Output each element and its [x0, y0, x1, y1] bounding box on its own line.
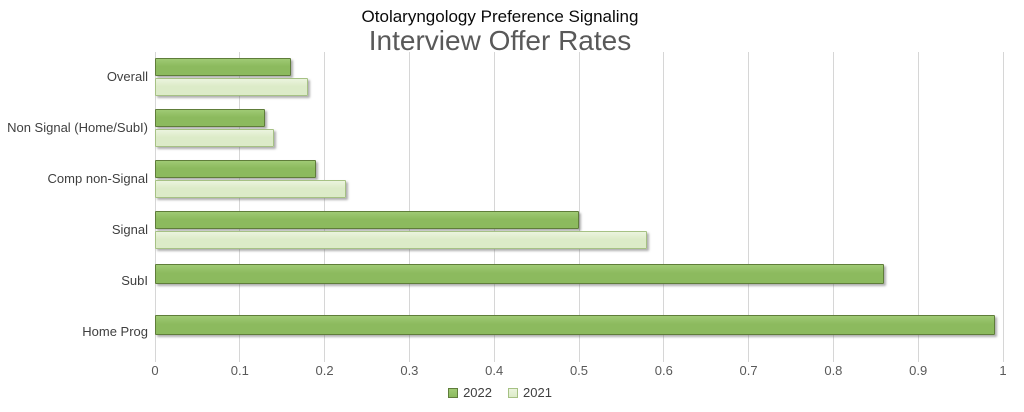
x-tick-label: 0.6: [654, 363, 673, 378]
bar-2022-comp-non-signal: [155, 160, 317, 179]
chart-subtitle: Interview Offer Rates: [368, 25, 632, 56]
gridline-0.3: [408, 52, 410, 362]
x-tick-label: 0.7: [739, 363, 758, 378]
gridline-0.6: [663, 52, 665, 362]
category-label: Signal: [111, 221, 148, 237]
legend-item-2021: 2021: [508, 385, 552, 400]
category-label: Non Signal (Home/SubI): [7, 120, 148, 136]
legend-marker-2022: [448, 387, 459, 398]
legend-marker-2021: [508, 387, 518, 398]
x-tick-label: 0.8: [824, 363, 843, 378]
bar-2021-non-signal-home-subi-: [155, 129, 274, 148]
bar-2021-signal: [155, 230, 647, 249]
gridline-0.9: [917, 52, 919, 362]
bar-2022-subi: [155, 264, 885, 285]
bar-2022-non-signal-home-subi-: [155, 109, 266, 128]
x-tick-label: 0.1: [230, 363, 249, 378]
bar-2022-home-prog: [155, 315, 995, 336]
bar-2022-signal: [155, 210, 579, 229]
gridline-0.1: [239, 52, 241, 362]
gridline-0.7: [748, 52, 750, 362]
gridline-0.5: [578, 52, 580, 362]
gridline-0.2: [324, 52, 326, 362]
category-label: Comp non-Signal: [47, 171, 148, 187]
x-tick-label: 0: [151, 363, 159, 378]
gridline-1: [1002, 52, 1004, 362]
legend: 2022 2021: [0, 385, 1000, 400]
legend-item-2022: 2022: [448, 385, 492, 400]
x-tick-label: 0.2: [315, 363, 334, 378]
x-tick-label: 1: [999, 363, 1007, 378]
chart-title: Otolaryngology Preference Signaling: [361, 7, 639, 26]
gridline-0.4: [493, 52, 495, 362]
x-tick-label: 0.4: [485, 363, 504, 378]
category-label: SubI: [121, 272, 148, 288]
x-tick-label: 0.5: [569, 363, 589, 378]
x-tick-label: 0.3: [400, 363, 419, 378]
plot-area: [154, 52, 1004, 362]
bar-2021-comp-non-signal: [155, 180, 346, 199]
gridline-0.8: [832, 52, 834, 362]
category-label: Overall: [106, 69, 148, 85]
gridline-0: [154, 52, 156, 362]
legend-label: 2022: [463, 385, 492, 400]
x-tick-label: 0.9: [909, 363, 928, 378]
bar-2022-overall: [155, 58, 291, 77]
bar-2021-overall: [155, 78, 308, 97]
legend-label: 2021: [523, 385, 552, 400]
category-label: Home Prog: [82, 323, 148, 339]
